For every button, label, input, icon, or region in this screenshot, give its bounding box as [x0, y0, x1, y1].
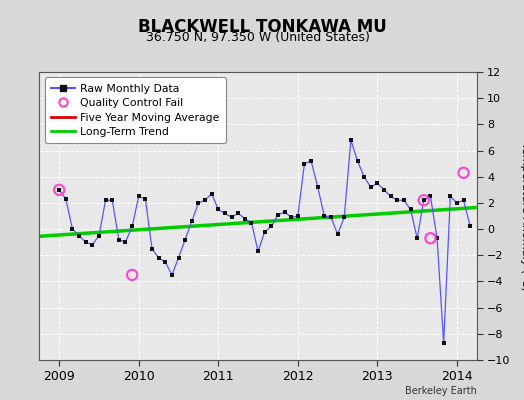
Text: Berkeley Earth: Berkeley Earth [405, 386, 477, 396]
Point [254, 248, 263, 254]
Point [400, 197, 408, 204]
Point [234, 210, 243, 216]
Point [174, 255, 183, 261]
Point [68, 226, 77, 232]
Point [75, 232, 83, 239]
Point [108, 197, 116, 204]
Point [367, 184, 375, 190]
Point [307, 158, 315, 164]
Point [360, 174, 368, 180]
Point [287, 214, 296, 220]
Point [55, 187, 63, 193]
Point [214, 206, 223, 213]
Point [413, 235, 421, 242]
Point [460, 170, 468, 176]
Legend: Raw Monthly Data, Quality Control Fail, Five Year Moving Average, Long-Term Tren: Raw Monthly Data, Quality Control Fail, … [45, 78, 226, 144]
Point [426, 193, 434, 200]
Point [446, 193, 454, 200]
Point [267, 223, 276, 230]
Point [426, 235, 434, 242]
Point [460, 197, 468, 204]
Point [320, 213, 329, 219]
Title: 36.750 N, 97.350 W (United States): 36.750 N, 97.350 W (United States) [146, 32, 370, 44]
Point [347, 137, 355, 143]
Text: BLACKWELL TONKAWA MU: BLACKWELL TONKAWA MU [138, 18, 386, 36]
Point [353, 158, 362, 164]
Point [280, 209, 289, 215]
Point [453, 200, 461, 206]
Point [327, 214, 335, 220]
Point [440, 340, 448, 346]
Point [95, 232, 103, 239]
Point [241, 216, 249, 222]
Point [393, 197, 401, 204]
Point [101, 197, 110, 204]
Point [88, 242, 96, 248]
Point [260, 228, 269, 235]
Point [135, 193, 143, 200]
Point [62, 196, 70, 202]
Point [340, 214, 348, 220]
Point [148, 246, 156, 252]
Point [433, 235, 441, 242]
Point [274, 212, 282, 218]
Point [407, 206, 415, 213]
Point [55, 187, 63, 193]
Point [188, 218, 196, 224]
Point [380, 187, 388, 193]
Point [161, 259, 169, 265]
Point [128, 272, 136, 278]
Point [227, 214, 236, 220]
Point [420, 197, 428, 204]
Point [300, 160, 309, 167]
Point [168, 272, 176, 278]
Point [121, 239, 129, 245]
Point [201, 197, 209, 204]
Point [466, 223, 474, 230]
Point [181, 236, 189, 243]
Point [333, 231, 342, 238]
Point [293, 213, 302, 219]
Point [115, 236, 123, 243]
Point [208, 190, 216, 197]
Point [387, 193, 395, 200]
Point [247, 219, 256, 226]
Y-axis label: Temperature Anomaly (°C): Temperature Anomaly (°C) [520, 142, 524, 290]
Point [82, 239, 90, 245]
Point [155, 255, 163, 261]
Point [194, 200, 203, 206]
Point [313, 184, 322, 190]
Point [141, 196, 149, 202]
Point [221, 210, 229, 216]
Point [128, 223, 136, 230]
Point [373, 180, 381, 186]
Point [420, 197, 428, 204]
